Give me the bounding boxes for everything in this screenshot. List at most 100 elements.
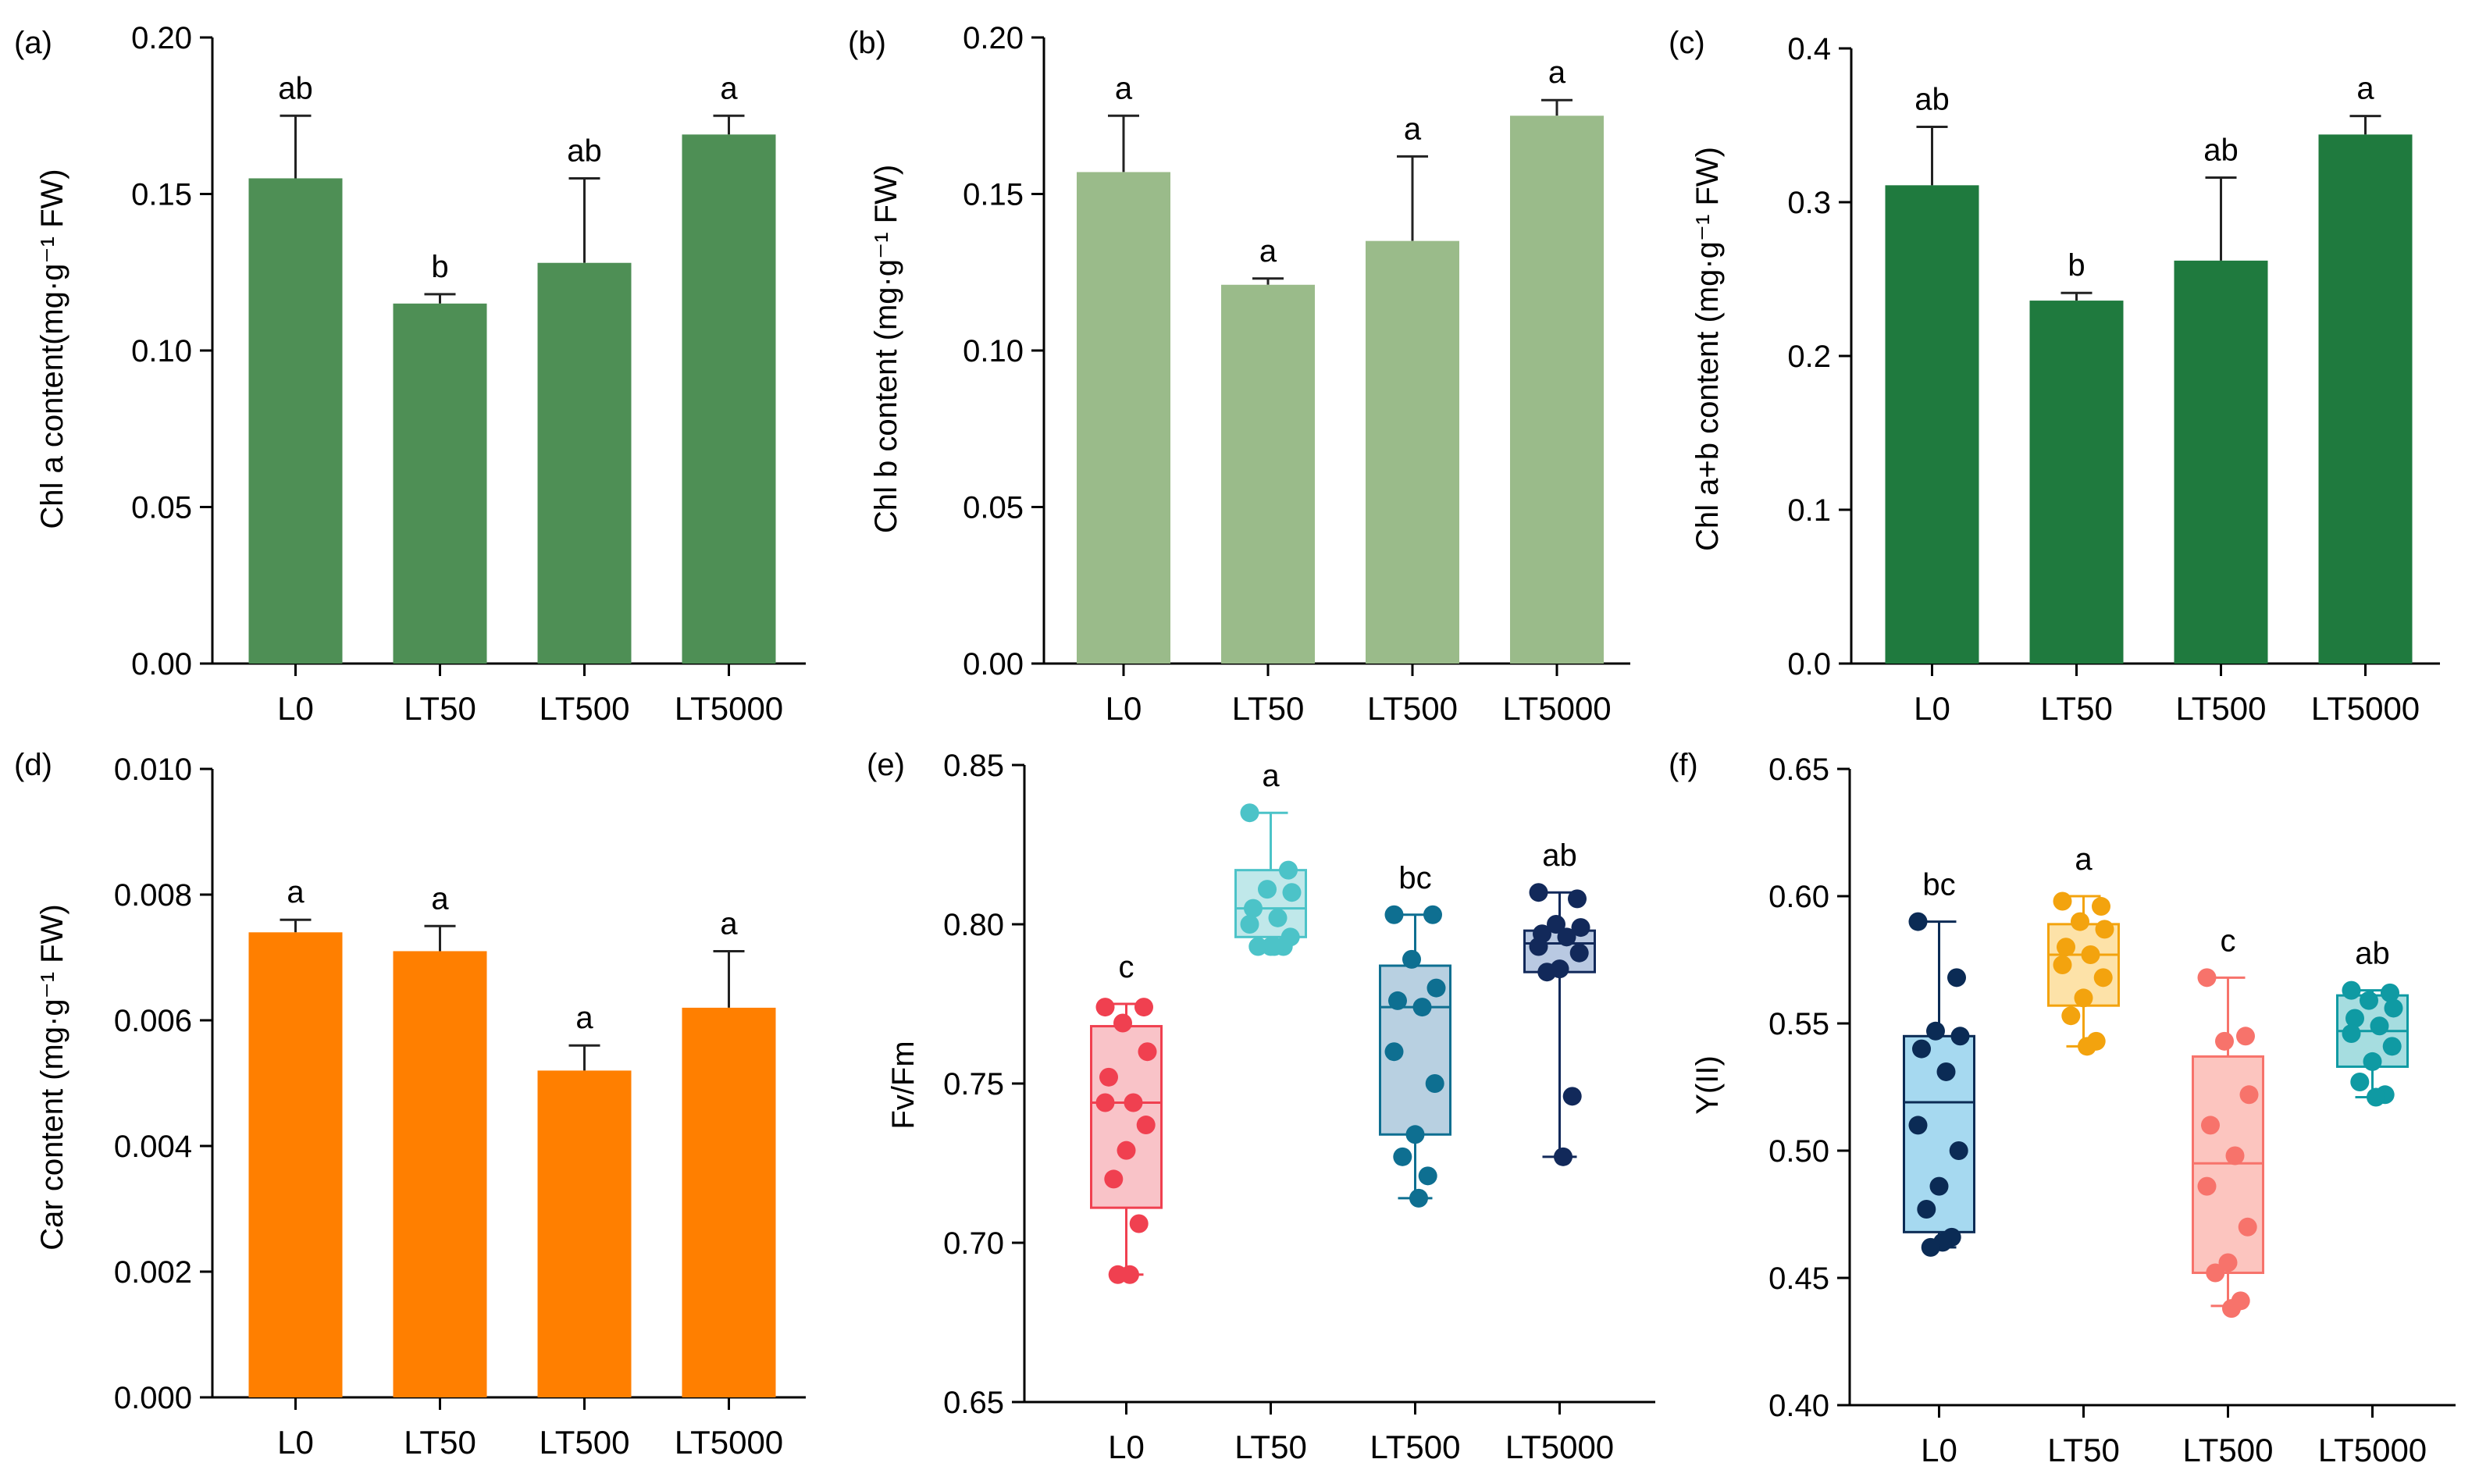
data-point [1248,937,1268,956]
x-tick-label: LT5000 [1505,1429,1614,1465]
data-point [1402,949,1421,969]
data-point [2342,980,2361,1000]
data-point [1947,968,1966,988]
data-point [1936,1062,1956,1081]
data-point [1134,998,1153,1017]
y-tick-label: 0.55 [1768,1007,1829,1041]
data-point [1095,1093,1115,1112]
data-point [2092,897,2110,916]
y-tick-label: 0.000 [114,1381,192,1415]
significance-label: a [720,906,738,941]
x-tick-label: L0 [277,690,314,727]
y-tick-label: 0.2 [1787,340,1831,374]
y-axis-label: Chl b content (mg·g⁻¹ FW) [869,165,903,533]
data-point [1557,927,1576,947]
data-point [1405,1125,1425,1144]
significance-label: a [2075,842,2093,877]
data-point [2095,920,2114,939]
y-axis-label: Fv/Fm [886,1041,921,1129]
significance-label: bc [1398,861,1431,895]
bar [1366,240,1459,664]
bar [248,932,343,1397]
x-tick-label: LT500 [540,1424,630,1461]
significance-label: a [720,71,738,105]
x-tick-label: L0 [1921,1432,1957,1468]
panel-d: (d) Car content (mg·g⁻¹ FW) 0.000 0.002 0.… [14,748,806,1461]
data-point [1571,918,1590,938]
y-tick-label: 0.75 [943,1067,1004,1101]
data-point [1949,1141,1968,1160]
data-point [2197,968,2217,988]
y-axis-label: Chl a content(mg·g⁻¹ FW) [35,169,69,528]
x-tick-label: LT5000 [2311,690,2420,727]
data-point [1104,1169,1124,1189]
significance-label: b [431,250,448,284]
x-tick-label: L0 [277,1424,314,1461]
x-tick-label: LT50 [2047,1432,2120,1468]
bar [393,951,487,1397]
panel-label: (b) [848,26,886,60]
data-point [1138,1042,1157,1062]
data-point [2342,1024,2361,1044]
data-point [1929,1176,1949,1196]
data-point [1547,915,1565,934]
data-point [1268,908,1288,927]
data-point [1950,1027,1970,1046]
bar [682,1007,776,1397]
data-point [1562,1087,1582,1106]
x-tick-label: LT500 [2176,690,2267,727]
data-point [2236,1027,2255,1046]
significance-label: a [1548,55,1566,90]
x-tick-label: LT50 [1232,690,1305,727]
data-point [1099,1067,1118,1087]
significance-label: a [1115,71,1133,105]
y-tick-label: 0.3 [1787,186,1831,220]
data-point [1926,1021,1945,1041]
y-tick-label: 0.10 [963,334,1024,368]
significance-label: c [1119,950,1134,984]
data-point [2363,1052,2382,1071]
significance-label: a [1259,234,1277,269]
panel-label: (c) [1669,26,1705,60]
bar [248,178,343,664]
panel-f: (f) Y(II) 0.40 0.45 0.50 0.55 0.60 0.65 L0 bc LT… [1669,748,2456,1468]
data-point [1426,978,1446,998]
x-tick-label: LT50 [404,690,476,727]
data-point [1908,1116,1928,1135]
bar [2029,301,2124,664]
box [1903,1034,1975,1233]
x-tick-label: L0 [1106,690,1142,727]
data-point [2218,1253,2238,1272]
bar [537,1070,632,1397]
panel-label: (e) [867,748,905,782]
data-point [2239,1085,2259,1105]
y-tick-label: 0.0 [1787,647,1831,682]
bar [537,262,632,664]
data-point [1917,1199,1936,1219]
panel-b: (b) Chl b content (mg·g⁻¹ FW) 0.00 0.05 0.… [848,21,1630,727]
significance-label: a [1262,759,1280,793]
y-tick-label: 0.010 [114,753,192,787]
data-point [1117,1141,1136,1160]
panel-label: (d) [14,748,52,782]
data-point [2206,1263,2225,1283]
data-point [2078,1037,2096,1056]
bar [1510,116,1604,664]
data-point [1240,915,1259,934]
panel-c: (c) Chl a+b content (mg·g⁻¹ FW) 0.0 0.1 0.… [1669,26,2440,727]
data-point [2238,1217,2257,1237]
y-tick-label: 0.00 [963,647,1024,682]
data-point [1529,883,1548,902]
significance-label: c [2221,923,2236,958]
data-point [1425,1074,1444,1093]
data-point [1095,998,1115,1017]
y-tick-label: 0.65 [1768,753,1829,787]
data-point [1384,1042,1404,1062]
significance-label: a [431,881,449,916]
x-tick-label: LT5000 [1502,690,1611,727]
x-tick-label: LT5000 [675,690,783,727]
data-point [2061,1006,2081,1026]
y-tick-label: 0.05 [963,491,1024,525]
data-point [1129,1214,1149,1233]
panel-a: (a) Chl a content(mg·g⁻¹ FW) 0.00 0.05 0.1… [14,21,806,727]
